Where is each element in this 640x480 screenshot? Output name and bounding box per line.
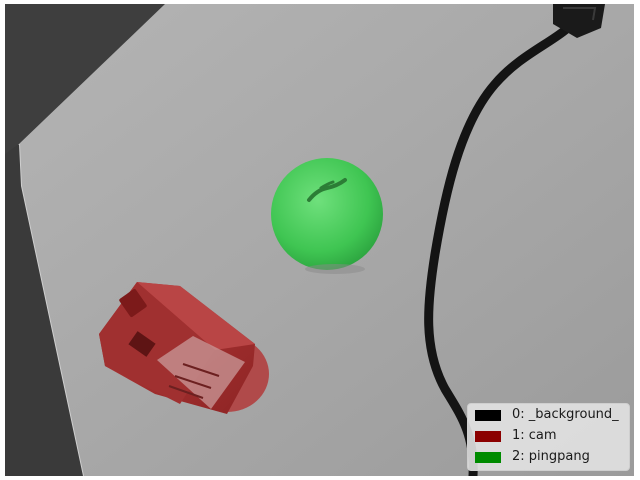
cam-label-line-1 (182, 363, 220, 377)
legend-label: 0: _background_ (512, 407, 619, 422)
cam-top-face (137, 282, 255, 350)
cam-label-line-2 (174, 375, 212, 389)
legend-label: 1: cam (512, 428, 557, 443)
cam-label-line-3 (168, 385, 204, 399)
scene-photo (5, 4, 634, 476)
legend-box: 0: _background_ 1: cam 2: pingpang (467, 403, 630, 471)
cam-label-sticker (157, 336, 245, 409)
cam-mask (99, 282, 269, 414)
ball-print-2 (319, 180, 335, 190)
ball-shadow (305, 264, 365, 274)
legend-swatch (475, 451, 501, 463)
legend-item-pingpang: 2: pingpang (475, 450, 590, 464)
ball-print (307, 178, 347, 202)
black-cable (424, 9, 585, 476)
table-edge-face (5, 144, 83, 476)
cable-plug-highlight (563, 7, 597, 21)
floor-shadow-left (5, 4, 165, 154)
legend-swatch (475, 430, 501, 442)
cam-usb-port (128, 331, 156, 357)
legend-label: 2: pingpang (512, 449, 590, 464)
legend-item-background: 0: _background_ (475, 408, 619, 422)
cable-plug (553, 4, 605, 38)
pingpang-mask (271, 158, 383, 270)
legend-item-cam: 1: cam (475, 429, 557, 443)
cam-port (119, 289, 147, 317)
legend-swatch (475, 409, 501, 421)
